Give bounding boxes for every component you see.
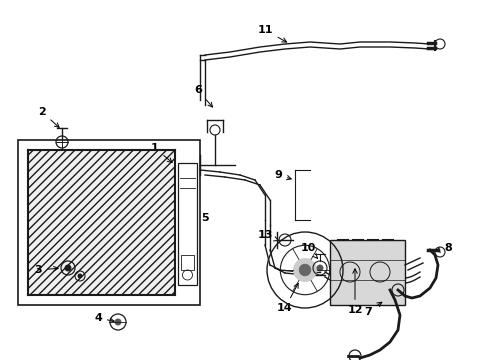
Circle shape xyxy=(293,258,316,282)
Circle shape xyxy=(78,274,82,278)
Bar xyxy=(329,240,404,305)
Text: 14: 14 xyxy=(277,283,298,313)
Text: 1: 1 xyxy=(151,143,172,162)
Bar xyxy=(178,163,197,285)
Text: 4: 4 xyxy=(94,313,114,323)
Circle shape xyxy=(65,265,71,271)
Text: 10: 10 xyxy=(300,243,317,258)
Bar xyxy=(181,255,194,270)
Text: 3: 3 xyxy=(34,265,58,275)
Circle shape xyxy=(316,265,323,271)
Text: 6: 6 xyxy=(194,85,212,107)
Text: 5: 5 xyxy=(191,213,208,223)
Circle shape xyxy=(299,264,310,276)
Text: 9: 9 xyxy=(273,170,291,180)
Circle shape xyxy=(115,319,121,325)
Text: 11: 11 xyxy=(257,25,286,42)
Bar xyxy=(18,140,200,305)
Bar xyxy=(28,150,175,295)
Text: 7: 7 xyxy=(364,302,381,317)
Text: 13: 13 xyxy=(257,230,278,241)
Text: 12: 12 xyxy=(346,269,362,315)
Text: 8: 8 xyxy=(435,243,451,253)
Text: 2: 2 xyxy=(38,107,59,127)
